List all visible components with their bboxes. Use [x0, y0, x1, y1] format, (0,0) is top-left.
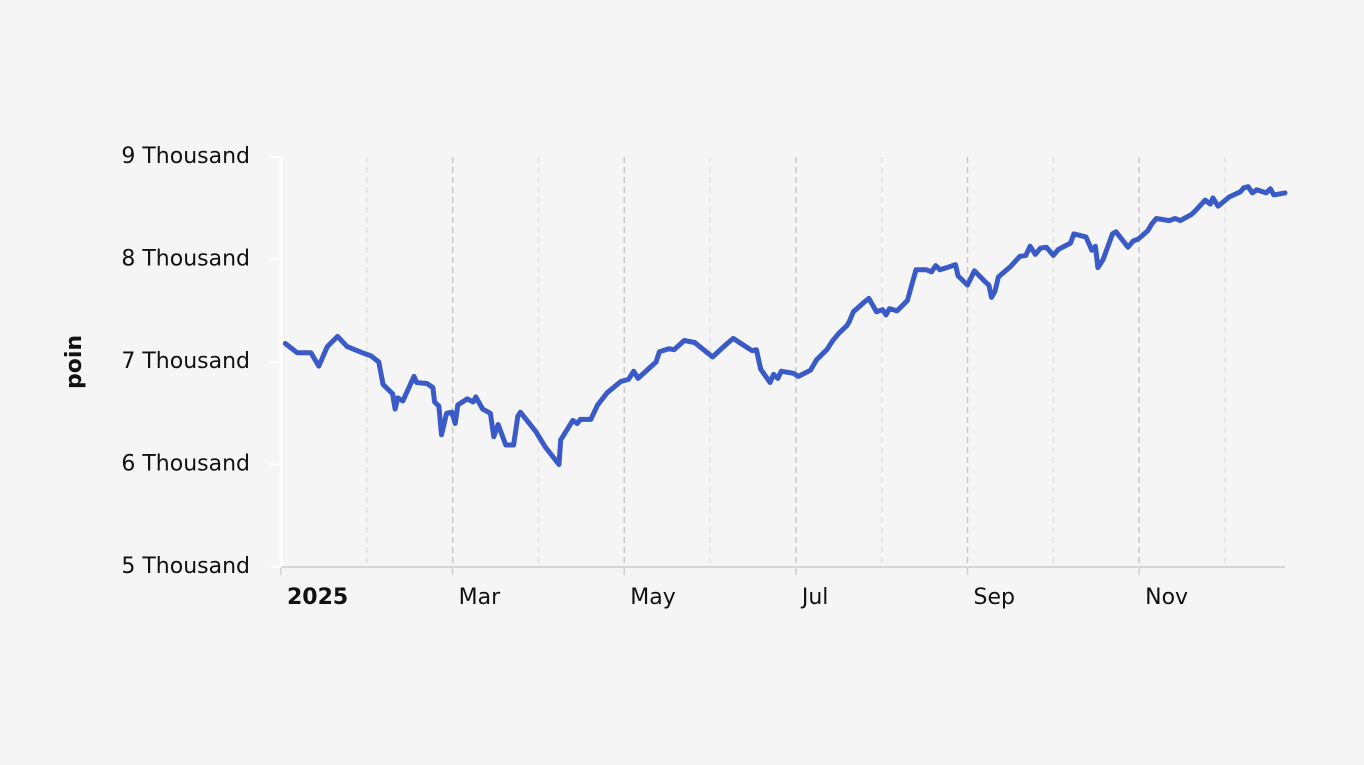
y-tick-label: 9 Thousand [121, 144, 250, 169]
y-tick-label: 7 Thousand [121, 349, 250, 374]
x-tick-label: May [630, 585, 675, 610]
x-tick-label: Jul [800, 585, 829, 610]
data-line [282, 184, 1288, 467]
x-tick-label: Mar [459, 585, 501, 610]
y-tick-label: 5 Thousand [121, 554, 250, 579]
x-tick-label: Nov [1145, 585, 1188, 610]
x-tick-label: Sep [973, 585, 1014, 610]
y-tick-label: 8 Thousand [121, 247, 250, 272]
y-axis-label: poin [62, 335, 87, 389]
x-tick-label: 2025 [287, 585, 348, 610]
y-tick-label: 6 Thousand [121, 452, 250, 477]
